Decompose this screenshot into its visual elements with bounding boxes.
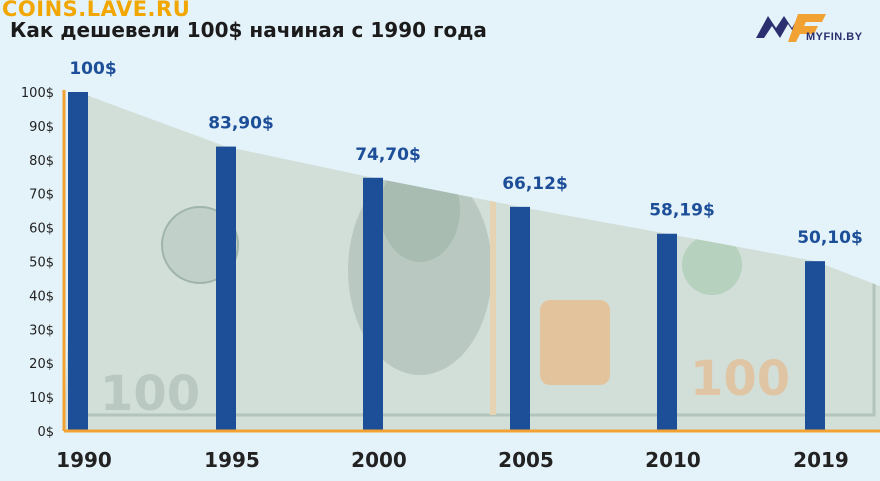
x-axis-ticks: 1990 1995 2000 2005 2010 2019 bbox=[56, 448, 849, 472]
x-tick-label: 2019 bbox=[793, 448, 849, 472]
x-tick-label: 2005 bbox=[498, 448, 554, 472]
bar-2010 bbox=[657, 233, 677, 431]
svg-text:100: 100 bbox=[690, 351, 790, 407]
bar-2005 bbox=[510, 206, 530, 431]
y-tick-label: 90$ bbox=[29, 120, 54, 135]
y-tick-label: 80$ bbox=[29, 154, 54, 169]
data-label: 74,70$ bbox=[355, 145, 421, 165]
axes bbox=[62, 90, 880, 433]
x-tick-label: 2000 bbox=[351, 448, 407, 472]
x-tick-label: 1995 bbox=[204, 448, 260, 472]
y-tick-label: 20$ bbox=[29, 357, 54, 372]
data-label: 58,19$ bbox=[649, 201, 715, 221]
data-label: 50,10$ bbox=[797, 228, 863, 248]
dollar-bill-background: 100 100 bbox=[64, 92, 880, 431]
y-tick-label: 40$ bbox=[29, 289, 54, 304]
data-label: 83,90$ bbox=[208, 114, 274, 134]
bars bbox=[68, 92, 825, 432]
watermark: COINS.LAVE.RU bbox=[2, 0, 191, 21]
bar-1995 bbox=[216, 146, 236, 432]
y-tick-label: 70$ bbox=[29, 188, 54, 203]
logo-text: MYFIN.BY bbox=[806, 31, 863, 43]
data-label: 100$ bbox=[69, 59, 116, 79]
y-tick-label: 100$ bbox=[21, 86, 54, 101]
y-tick-label: 60$ bbox=[29, 222, 54, 237]
data-label: 66,12$ bbox=[502, 174, 568, 194]
bar-2019 bbox=[805, 261, 825, 431]
y-tick-label: 30$ bbox=[29, 323, 54, 338]
svg-text:100: 100 bbox=[100, 366, 200, 422]
y-tick-label: 50$ bbox=[29, 256, 54, 271]
bar-2000 bbox=[363, 177, 383, 431]
x-tick-label: 1990 bbox=[56, 448, 112, 472]
y-axis-ticks: 0$ 10$ 20$ 30$ 40$ 50$ 60$ 70$ 80$ 90$ 100$ bbox=[21, 86, 54, 440]
chart-title: Как дешевели 100$ начиная с 1990 года bbox=[10, 18, 487, 42]
data-labels: 100$ 83,90$ 74,70$ 66,12$ 58,19$ 50,10$ bbox=[69, 59, 862, 248]
myfin-logo-icon bbox=[756, 14, 826, 42]
myfin-logo: MYFIN.BY bbox=[754, 10, 874, 48]
x-tick-label: 2010 bbox=[645, 448, 701, 472]
y-tick-label: 0$ bbox=[37, 425, 54, 440]
bar-1990 bbox=[68, 92, 88, 431]
y-tick-label: 10$ bbox=[29, 391, 54, 406]
